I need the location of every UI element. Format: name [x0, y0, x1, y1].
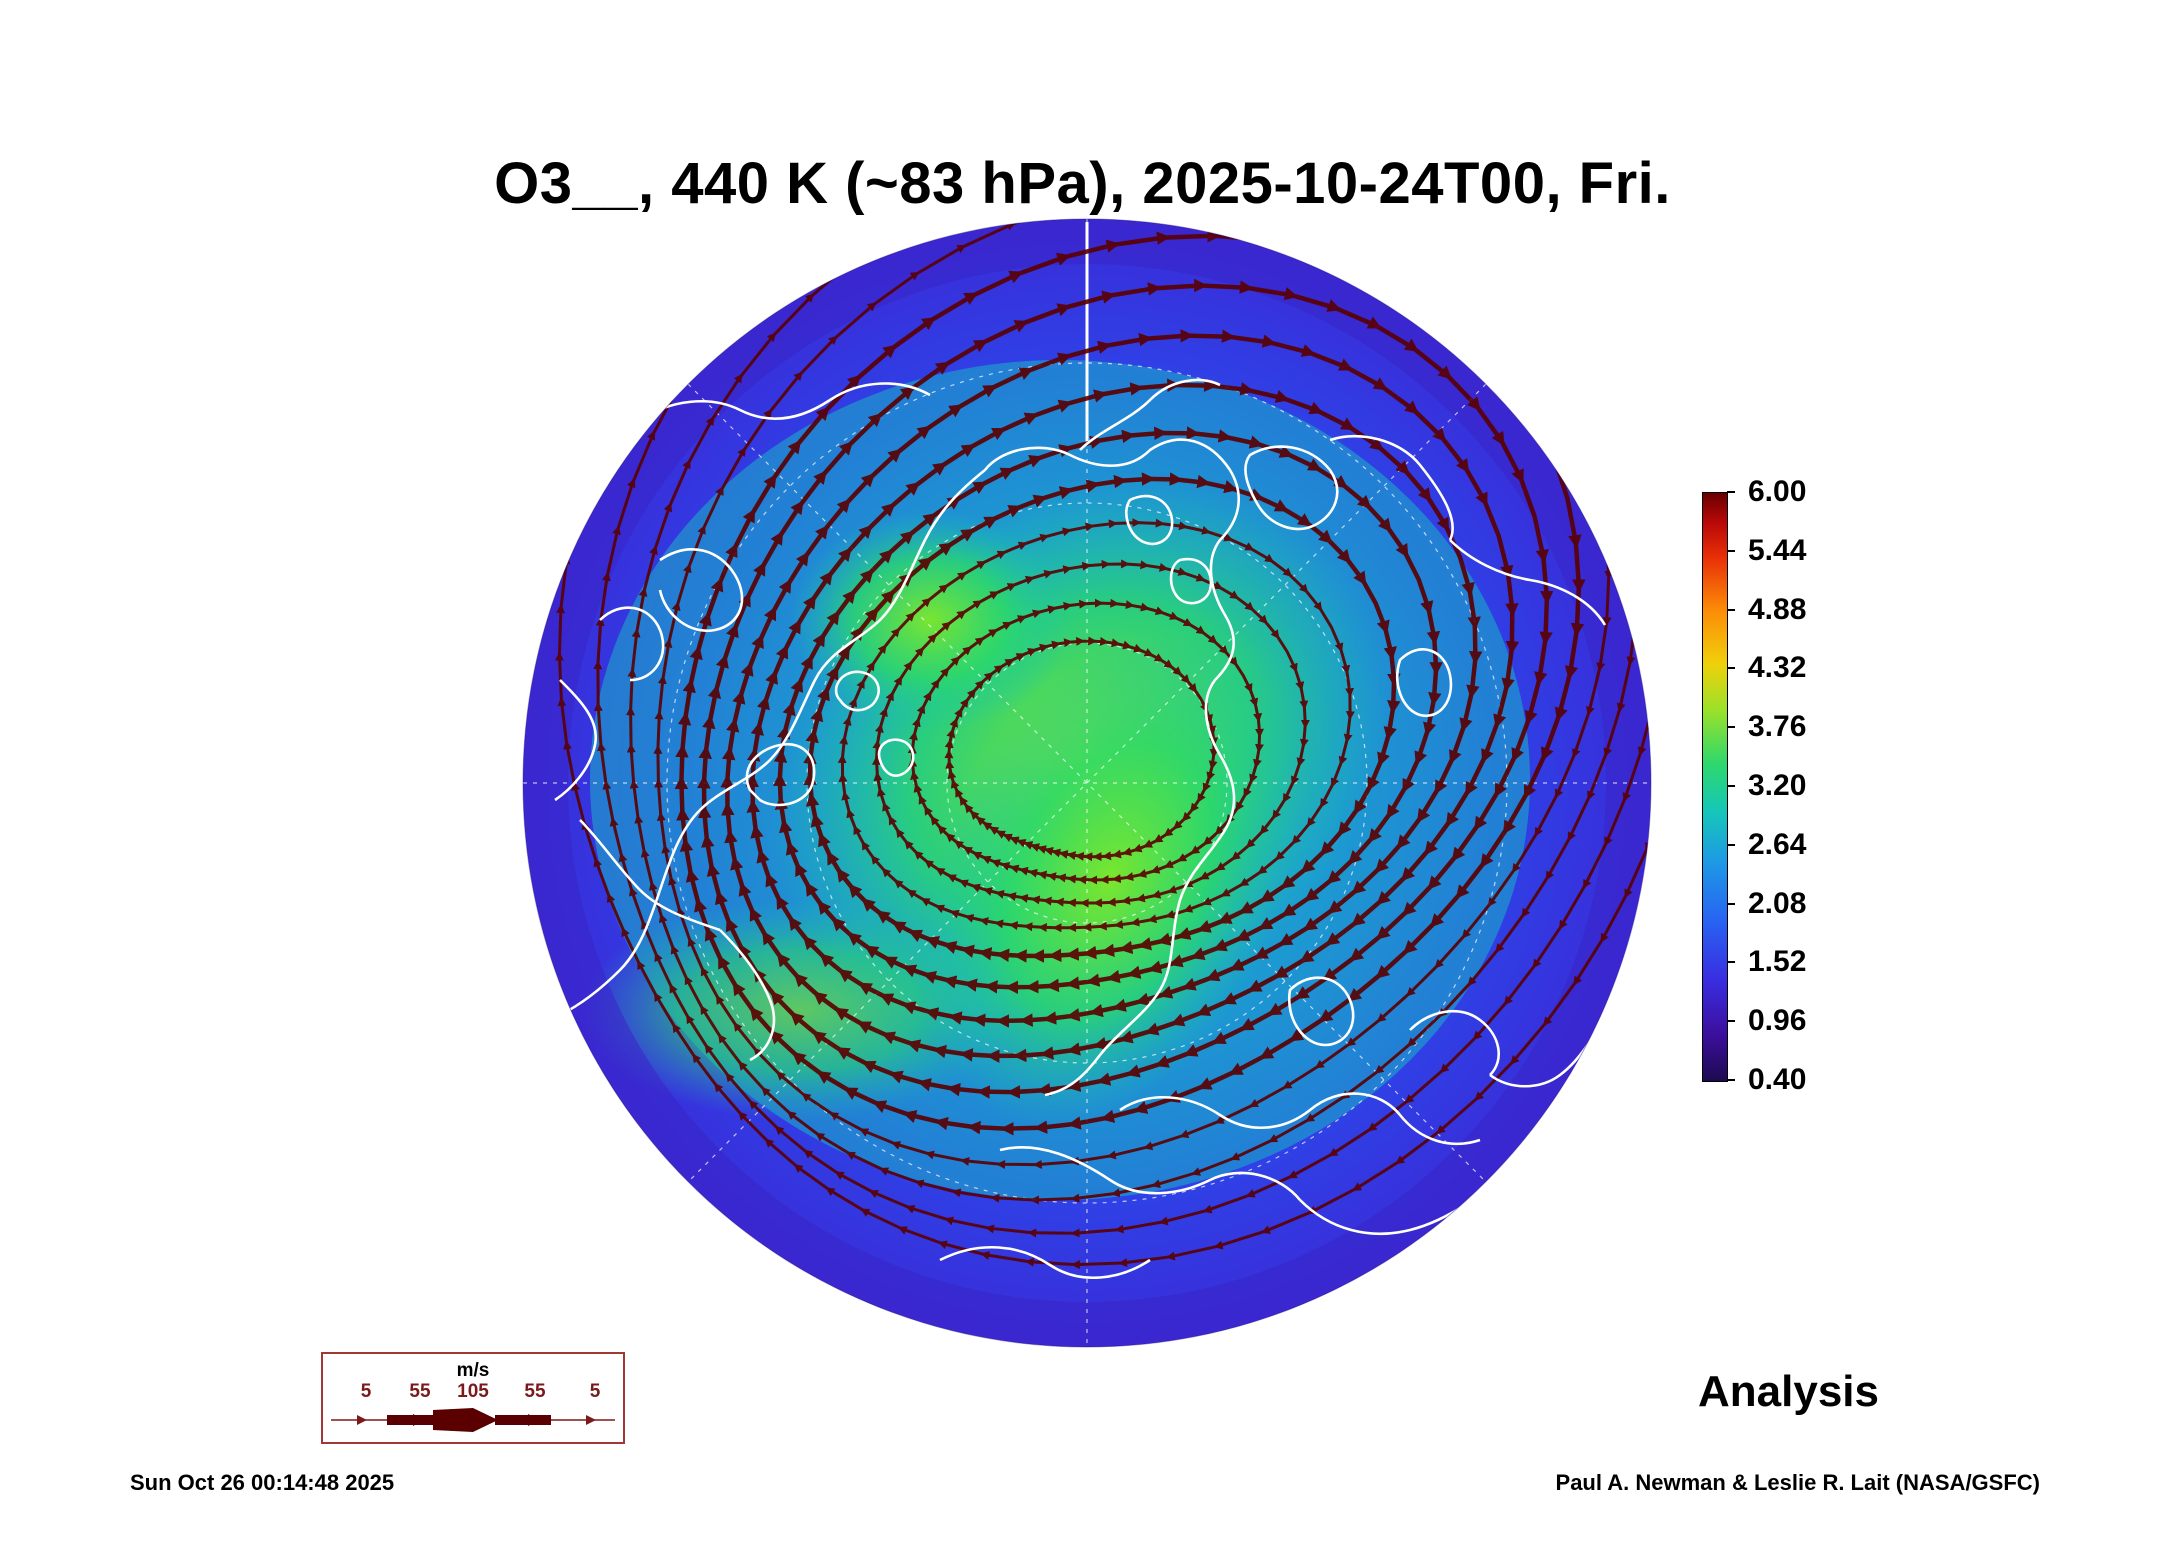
legend-value: 105 — [457, 1381, 489, 1402]
colorbar-tick-label: 2.64 — [1748, 827, 1807, 861]
map-title: O3__, 440 K (~83 hPa), 2025-10-24T00, Fr… — [494, 151, 1671, 216]
legend-value: 55 — [409, 1381, 431, 1402]
colorbar-tick-mark — [1727, 549, 1735, 552]
colorbar-tick-mark — [1727, 667, 1735, 670]
credit: Paul A. Newman & Leslie R. Lait (NASA/GS… — [1555, 1470, 2040, 1495]
legend-arrow-bar — [331, 1408, 615, 1432]
colorbar-tick-mark — [1727, 902, 1735, 905]
analysis-label: Analysis — [1698, 1367, 1879, 1416]
colorbar-tick-mark — [1727, 785, 1735, 787]
colorbar — [1702, 492, 1728, 1082]
timestamp: Sun Oct 26 00:14:48 2025 — [130, 1470, 395, 1495]
wind-streamlines — [554, 219, 1651, 1270]
colorbar-tick-mark — [1727, 961, 1735, 964]
colorbar-tick-mark — [1727, 1079, 1735, 1081]
colorbar-tick-label: 0.96 — [1748, 1004, 1807, 1038]
colorbar-tick-label: 6.00 — [1748, 475, 1807, 508]
colorbar-tick-label: 1.52 — [1748, 945, 1807, 979]
colorbar-tick-label: 0.40 — [1748, 1063, 1807, 1096]
legend-unit: m/s — [456, 1360, 490, 1381]
colorbar-tick-mark — [1727, 491, 1735, 493]
colorbar-tick-mark — [1727, 1020, 1735, 1023]
map-disk — [523, 219, 1651, 1347]
legend-value: 55 — [524, 1381, 546, 1402]
colorbar-tick-label: 4.32 — [1748, 651, 1807, 685]
streamline — [554, 219, 1651, 1270]
colorbar-tick-label: 3.20 — [1748, 769, 1807, 802]
colorbar-tick-mark — [1727, 608, 1735, 611]
colorbar-tick-label: 5.44 — [1748, 533, 1807, 567]
wind-speed-legend: m/s 5 55 105 55 5 — [321, 1352, 625, 1444]
colorbar-tick-label: 3.76 — [1748, 710, 1807, 744]
colorbar-tick-label: 2.08 — [1748, 886, 1807, 920]
colorbar-tick-mark — [1727, 843, 1735, 846]
legend-value: 5 — [360, 1381, 372, 1402]
colorbar-tick-mark — [1727, 726, 1735, 729]
colorbar-tick-label: 4.88 — [1748, 592, 1807, 626]
legend-value: 5 — [589, 1381, 601, 1402]
coastlines — [554, 378, 1612, 1280]
